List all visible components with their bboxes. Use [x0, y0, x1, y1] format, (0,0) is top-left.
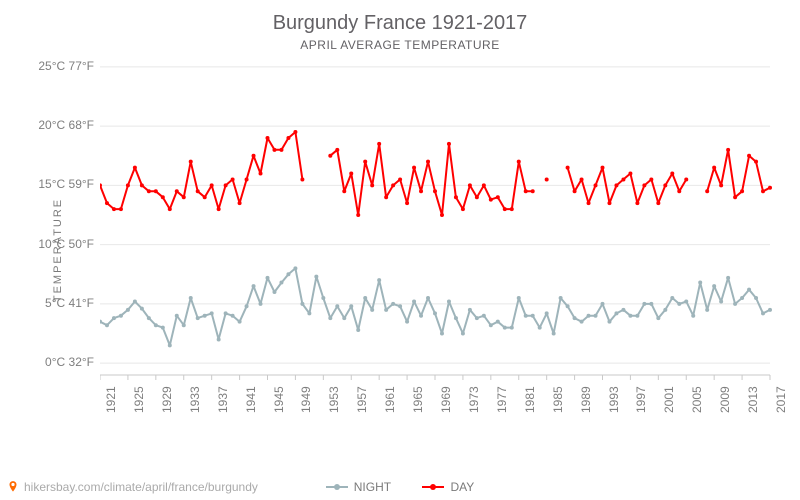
x-tick-label: 1925	[132, 386, 146, 413]
x-tick-label: 1961	[383, 386, 397, 413]
source-text: hikersbay.com/climate/april/france/burgu…	[24, 480, 258, 494]
x-tick-label: 1989	[579, 386, 593, 413]
y-tick-label: 10°C 50°F	[38, 237, 94, 251]
x-tick-label: 1957	[355, 386, 369, 413]
legend-item-night: NIGHT	[326, 480, 391, 494]
x-tick-label: 2013	[746, 386, 760, 413]
x-tick-label: 1941	[244, 386, 258, 413]
legend-label-night: NIGHT	[354, 480, 391, 494]
x-tick-label: 1953	[327, 386, 341, 413]
y-tick-label: 5°C 41°F	[45, 296, 94, 310]
legend-swatch-night	[326, 486, 348, 488]
x-tick-label: 1985	[551, 386, 565, 413]
x-tick-label: 1973	[467, 386, 481, 413]
x-tick-label: 1929	[160, 386, 174, 413]
y-tick-label: 0°C 32°F	[45, 355, 94, 369]
x-tick-label: 1933	[188, 386, 202, 413]
x-tick-label: 2005	[690, 386, 704, 413]
x-tick-label: 1993	[607, 386, 621, 413]
plot-svg	[100, 55, 780, 415]
x-tick-label: 1937	[216, 386, 230, 413]
x-tick-label: 2009	[718, 386, 732, 413]
x-tick-label: 1981	[523, 386, 537, 413]
plot-area	[100, 55, 780, 415]
x-tick-label: 2001	[662, 386, 676, 413]
x-tick-label: 1969	[439, 386, 453, 413]
legend-item-day: DAY	[422, 480, 474, 494]
legend-label-day: DAY	[450, 480, 474, 494]
x-tick-label: 1921	[104, 386, 118, 413]
x-tick-label: 1977	[495, 386, 509, 413]
x-tick-label: 2017	[774, 386, 788, 413]
pin-icon	[6, 480, 20, 494]
x-tick-label: 1965	[411, 386, 425, 413]
x-tick-label: 1949	[299, 386, 313, 413]
legend-swatch-day	[422, 486, 444, 488]
climate-chart: Burgundy France 1921-2017 APRIL AVERAGE …	[0, 0, 800, 500]
chart-subtitle: APRIL AVERAGE TEMPERATURE	[0, 38, 800, 52]
y-tick-label: 25°C 77°F	[38, 59, 94, 73]
x-tick-label: 1997	[634, 386, 648, 413]
source-attribution: hikersbay.com/climate/april/france/burgu…	[6, 480, 258, 494]
x-tick-label: 1945	[272, 386, 286, 413]
y-tick-label: 20°C 68°F	[38, 118, 94, 132]
chart-title: Burgundy France 1921-2017	[0, 12, 800, 35]
y-tick-label: 15°C 59°F	[38, 177, 94, 191]
